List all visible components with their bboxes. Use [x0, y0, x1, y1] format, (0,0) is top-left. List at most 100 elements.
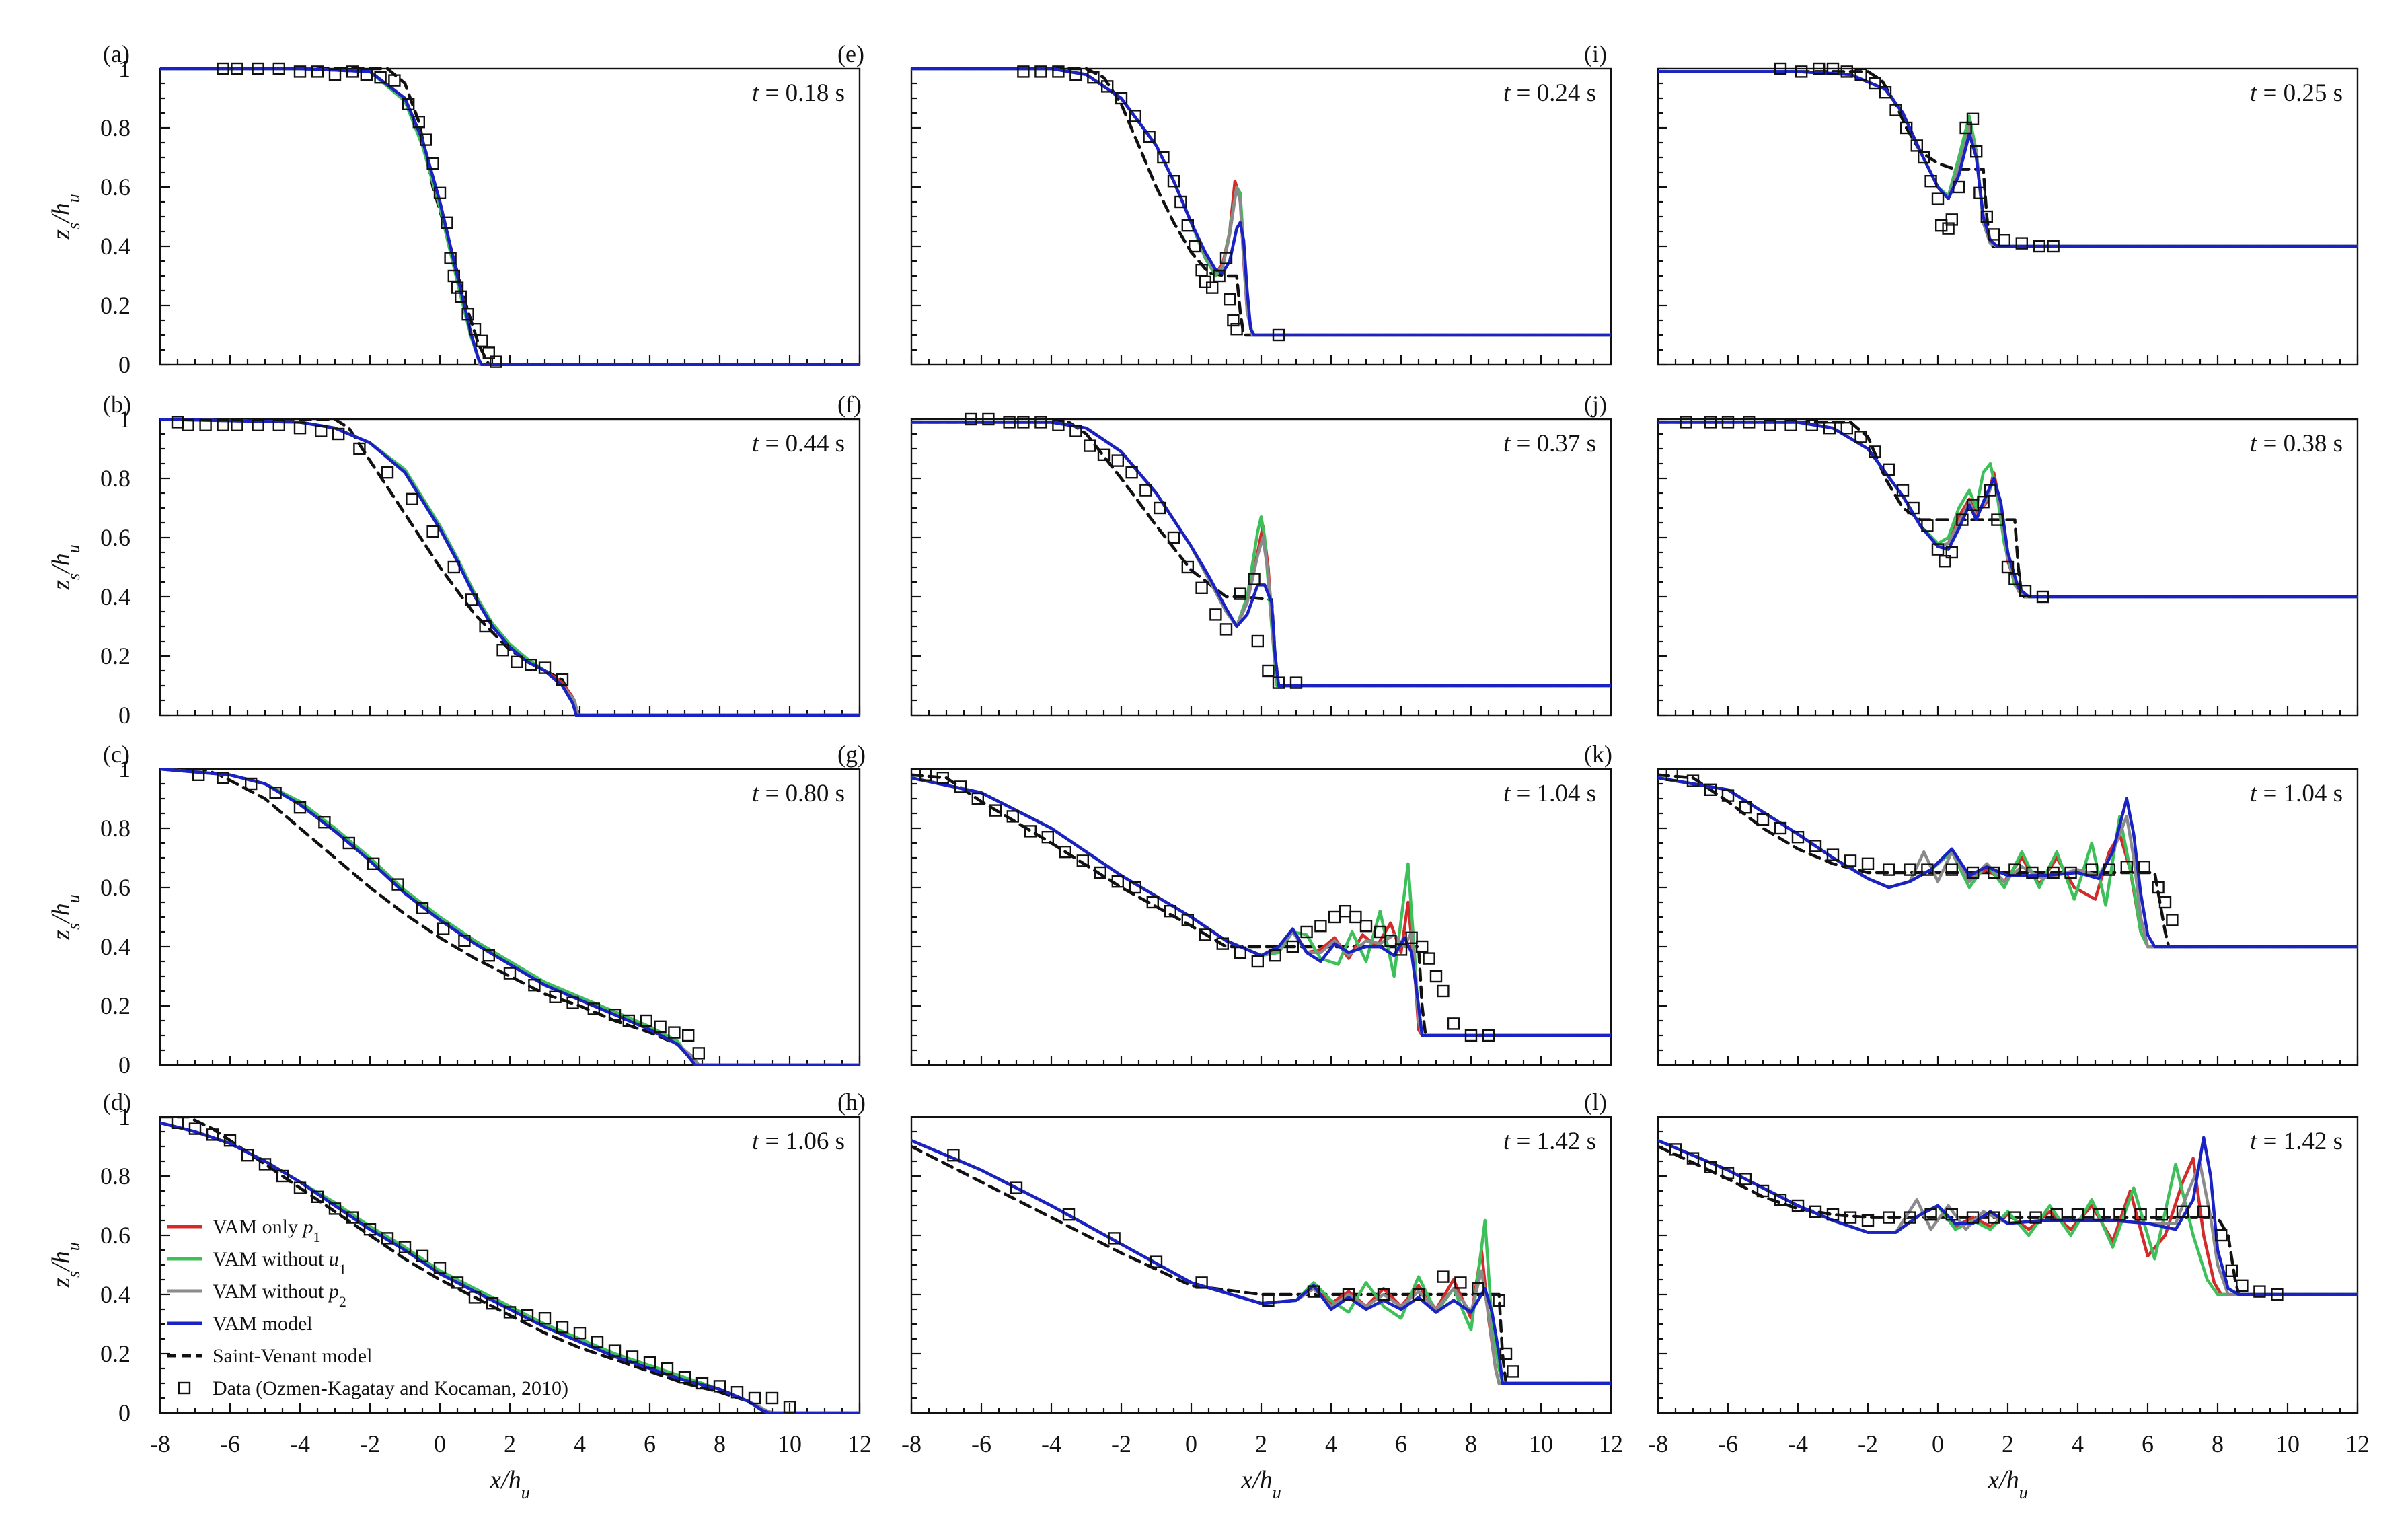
series-line-vam-without-u1: [160, 67, 860, 366]
data-point: [1774, 1193, 1787, 1206]
data-point: [591, 1336, 604, 1348]
y-tick-label: 0.8: [100, 815, 130, 842]
data-point: [1006, 810, 1020, 823]
data-point: [1139, 484, 1152, 497]
data-point: [1879, 85, 1892, 99]
panel-label: (a): [103, 40, 130, 67]
series-line-vam-without-u1: [160, 768, 860, 1066]
data-point: [1756, 1184, 1770, 1198]
x-tick-label: 6: [2142, 1430, 2154, 1457]
x-tick-label: 8: [714, 1430, 726, 1457]
series-line-vam-only-p1: [1658, 1138, 2358, 1296]
data-point: [1805, 418, 1819, 431]
data-point: [1952, 180, 1965, 194]
time-label: t = 0.37 s: [1503, 430, 1596, 458]
data-point: [1704, 416, 1717, 429]
data-point: [1223, 293, 1236, 306]
data-point: [1704, 1161, 1717, 1174]
plot-frame: [159, 1116, 861, 1414]
series-line-vam-without-p2: [160, 418, 860, 717]
data-point: [1921, 519, 1934, 532]
data-point: [1234, 946, 1247, 959]
x-tick-label: 10: [1529, 1430, 1553, 1457]
data-point: [1394, 943, 1408, 956]
data-point: [490, 355, 502, 368]
data-point: [521, 1309, 534, 1322]
series-line-vam-without-u1: [911, 67, 1611, 337]
data-point: [1069, 425, 1082, 437]
x-tick-label: 0: [434, 1430, 446, 1457]
y-tick-label: 0.4: [100, 583, 130, 610]
data-point: [223, 1134, 237, 1147]
data-point: [381, 1232, 394, 1245]
data-point: [2225, 1264, 2238, 1278]
data-point: [318, 815, 331, 829]
data-point: [482, 346, 495, 359]
data-point: [1272, 328, 1285, 342]
data-point: [1286, 940, 1300, 953]
series-line-saint-venant: [160, 768, 860, 1066]
data-point: [1686, 1152, 1700, 1165]
data-point: [1931, 543, 1945, 556]
data-point: [640, 1014, 652, 1027]
time-label: t = 0.44 s: [752, 430, 845, 458]
data-point: [2008, 863, 2021, 876]
data-point: [1328, 910, 1341, 924]
legend-marker-data: [178, 1381, 191, 1395]
data-point: [1704, 783, 1717, 797]
data-point: [2029, 1211, 2042, 1224]
data-point: [458, 934, 471, 947]
x-tick-label: -2: [1111, 1430, 1131, 1457]
data-point: [231, 418, 243, 431]
plot-frame: [159, 768, 861, 1066]
data-point: [1262, 664, 1275, 678]
series-line-vam-without-u1: [911, 1138, 1611, 1385]
data-point: [171, 1116, 184, 1130]
data-point: [511, 655, 523, 668]
data-point: [954, 780, 967, 793]
data-point: [1272, 676, 1285, 689]
data-point: [556, 1321, 569, 1334]
data-point: [360, 68, 373, 81]
data-point: [217, 418, 229, 431]
data-point: [1984, 484, 1997, 497]
series-line-vam-model: [911, 421, 1611, 688]
panel-label: (d): [103, 1089, 131, 1116]
plot-frame: [910, 67, 1612, 366]
series-line-vam-model: [911, 1138, 1611, 1385]
data-point: [1429, 970, 1443, 983]
data-point: [1665, 768, 1679, 782]
data-point: [206, 1128, 219, 1141]
time-label: t = 0.38 s: [2250, 430, 2343, 458]
y-tick-label: 0.4: [100, 933, 130, 960]
data-point: [441, 216, 453, 229]
data-point: [1507, 1365, 1519, 1378]
data-point: [1087, 71, 1100, 84]
data-point: [2092, 1208, 2105, 1221]
x-tick-label: 6: [644, 1430, 656, 1457]
data-point: [192, 768, 205, 782]
y-tick-label: 1: [118, 756, 130, 782]
data-point: [1686, 774, 1700, 787]
data-point: [1844, 1211, 1857, 1224]
data-point: [252, 62, 264, 75]
data-point: [2008, 573, 2021, 585]
x-tick-label: 0: [1185, 1430, 1197, 1457]
legend-label-vam-model: VAM model: [213, 1313, 313, 1335]
data-point: [1882, 863, 1895, 876]
series-line-vam-without-p2: [911, 776, 1611, 1037]
data-point: [1742, 416, 1756, 429]
data-point: [538, 1311, 552, 1325]
series-line-saint-venant: [911, 1144, 1611, 1385]
data-point: [1111, 875, 1125, 888]
data-point: [1059, 845, 1072, 859]
data-point: [328, 68, 342, 81]
y-tick-label: 0: [118, 1399, 130, 1426]
data-point: [1826, 1208, 1840, 1221]
plot-frame: [159, 67, 861, 366]
data-point: [525, 659, 537, 671]
data-point: [1791, 1199, 1805, 1212]
data-point: [426, 525, 439, 538]
data-point: [315, 425, 328, 437]
y-tick-label: 0.6: [100, 524, 130, 551]
